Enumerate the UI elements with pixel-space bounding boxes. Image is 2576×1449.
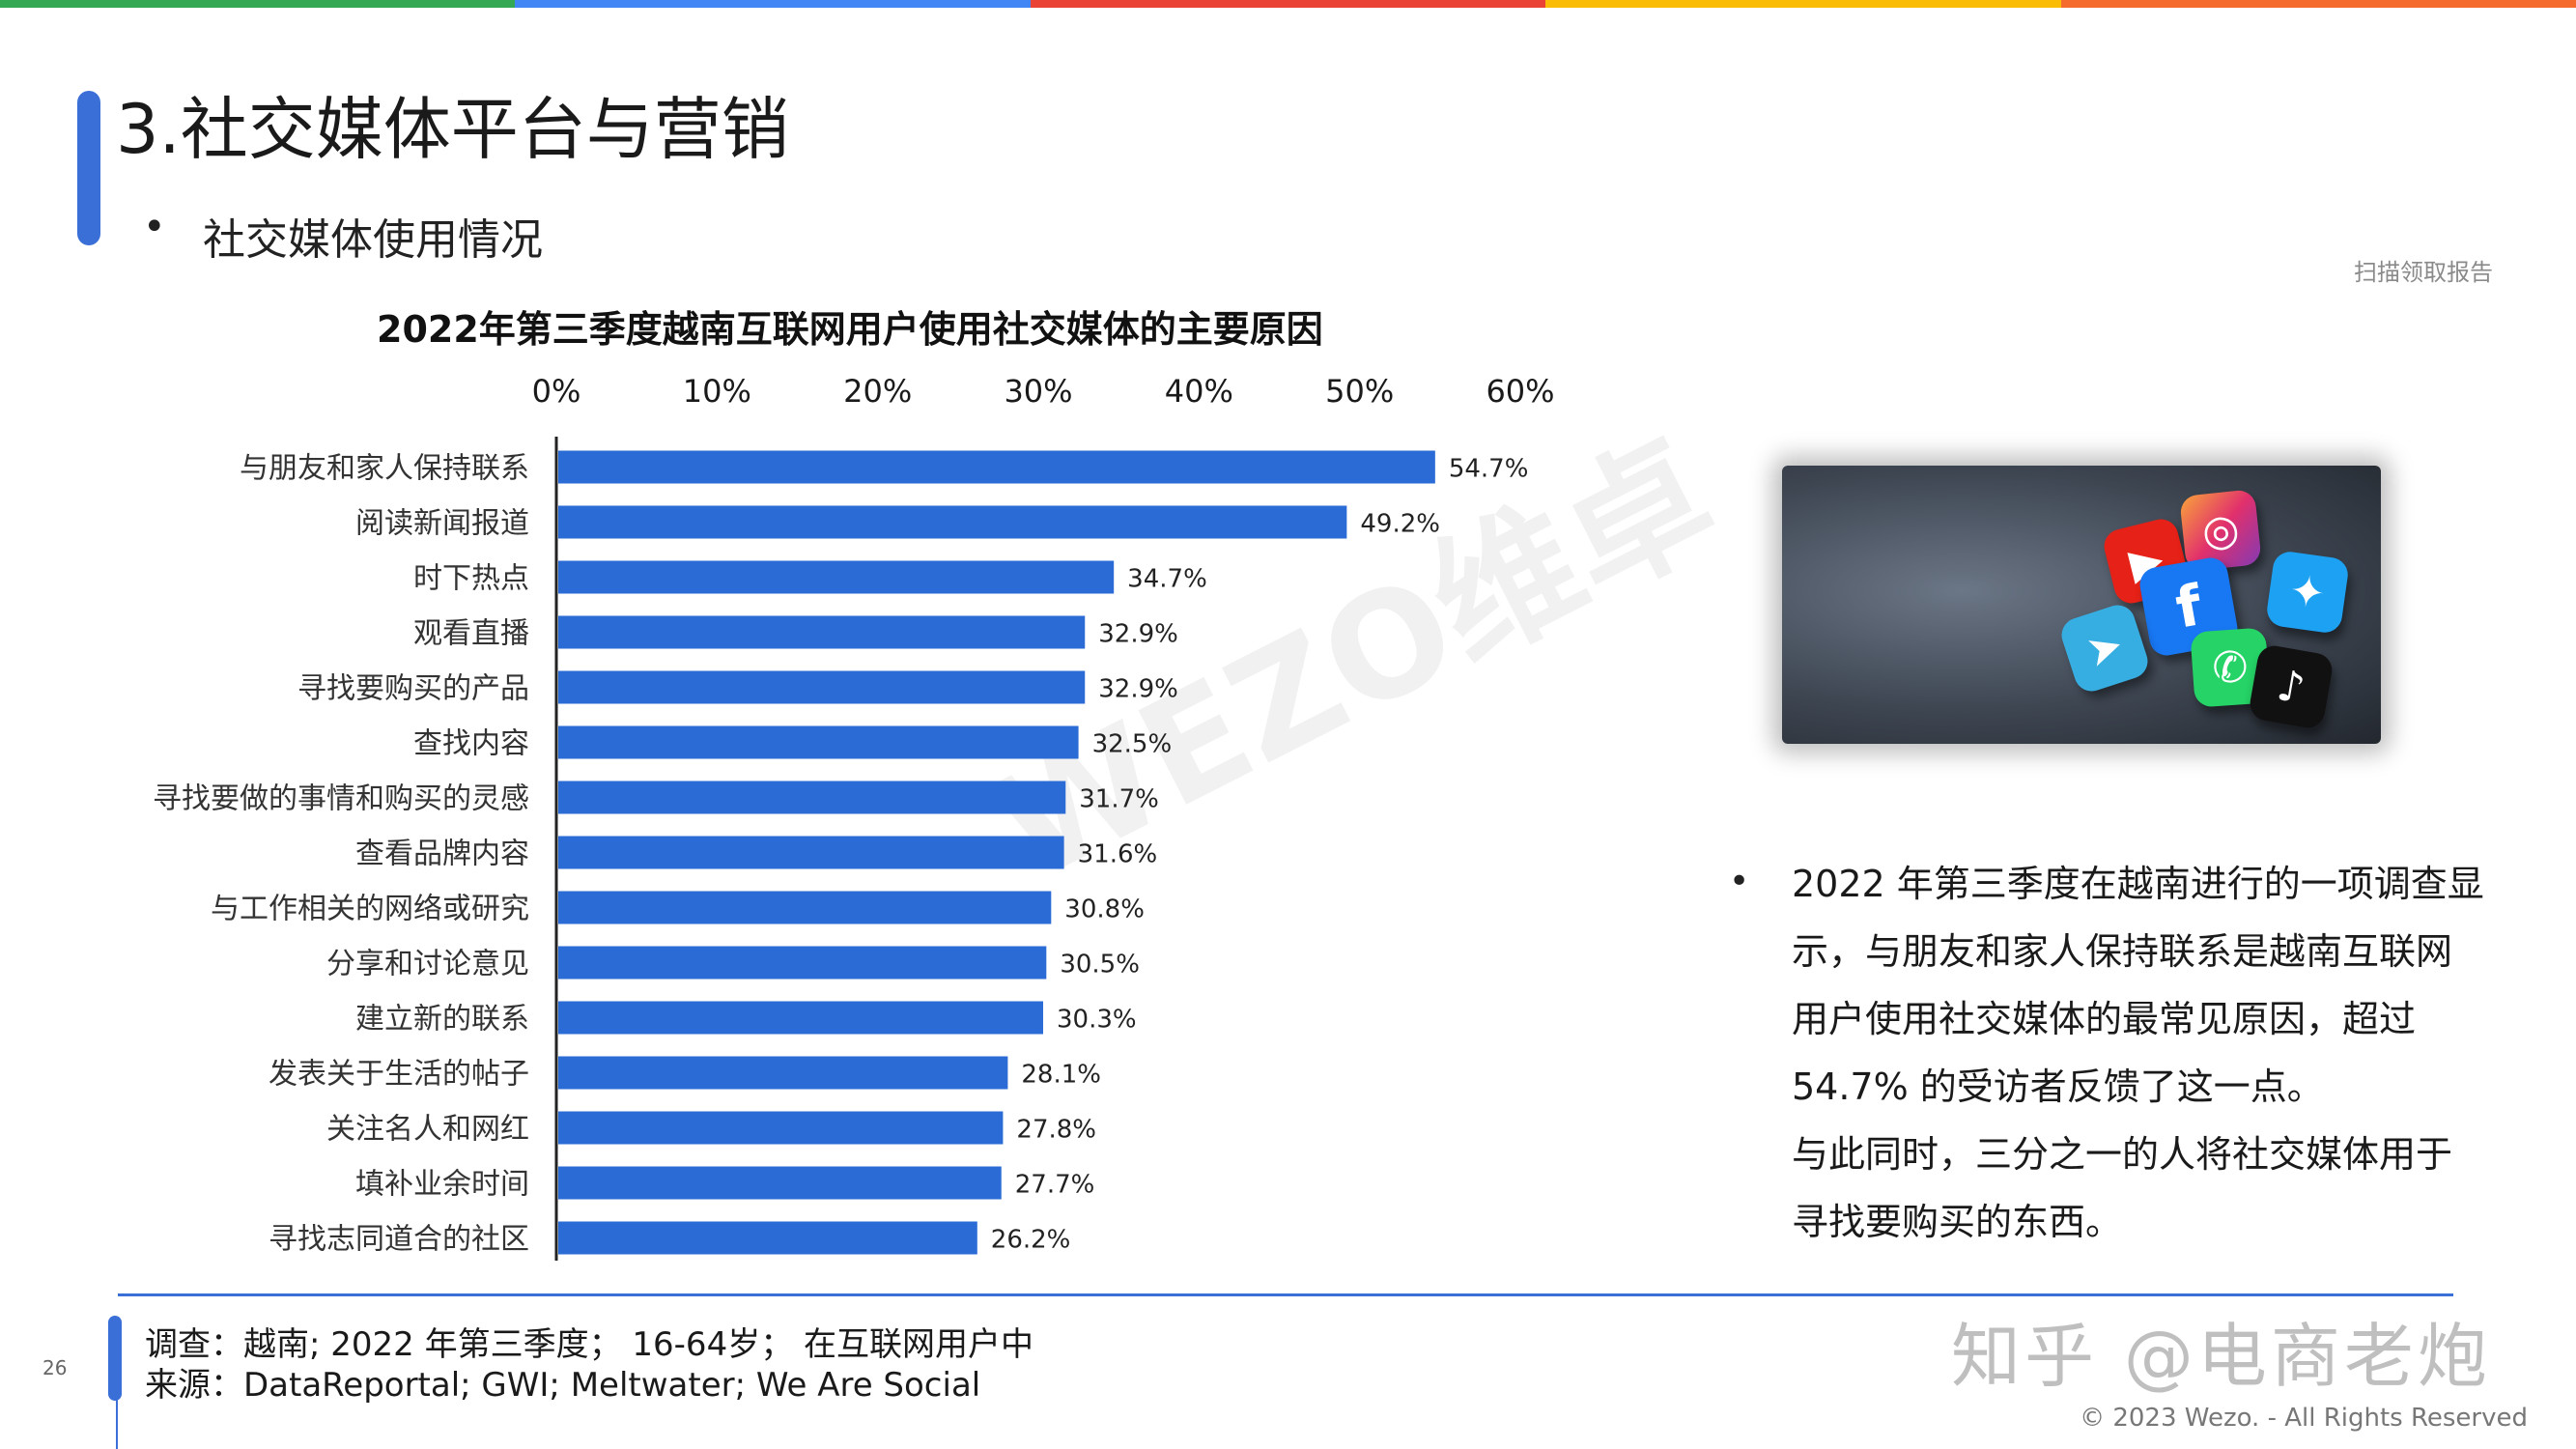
footer-divider xyxy=(118,1293,2453,1296)
bar-value-label: 27.8% xyxy=(1016,1116,1096,1145)
bar-value-label: 26.2% xyxy=(991,1226,1071,1255)
chart-title: 2022年第三季度越南互联网用户使用社交媒体的主要原因 xyxy=(377,308,1323,351)
category-label: 与朋友和家人保持联系 xyxy=(240,452,529,486)
bar-value-label: 34.7% xyxy=(1127,565,1207,594)
top-color-bar xyxy=(0,0,2576,8)
bar-value-label: 31.6% xyxy=(1078,840,1158,869)
page-number: 26 xyxy=(42,1356,68,1379)
bar xyxy=(558,560,1115,594)
bar-value-label: 30.5% xyxy=(1060,951,1140,980)
category-label: 建立新的联系 xyxy=(355,1003,529,1037)
bar-value-label: 27.7% xyxy=(1015,1171,1095,1200)
bar-value-label: 28.1% xyxy=(1021,1061,1101,1090)
x-tick-label: 0% xyxy=(532,373,581,410)
page-title: 3.社交媒体平台与营销 xyxy=(116,90,789,169)
x-tick-label: 30% xyxy=(1004,373,1072,410)
bar-value-label: 31.7% xyxy=(1079,785,1159,814)
top-bar-segment xyxy=(515,0,1031,8)
bullet-icon: • xyxy=(143,205,166,249)
bar xyxy=(558,1166,1002,1200)
tiktok-icon: ♪ xyxy=(2247,642,2335,731)
bar-value-label: 49.2% xyxy=(1360,510,1440,539)
top-bar-segment xyxy=(0,0,516,8)
bar xyxy=(558,1001,1043,1035)
category-label: 发表关于生活的帖子 xyxy=(269,1058,529,1092)
bar xyxy=(558,946,1047,980)
survey-note: 调查：越南; 2022 年第三季度； 16-64岁； 在互联网用户中 xyxy=(145,1325,1034,1364)
bar-value-label: 32.9% xyxy=(1098,675,1178,704)
category-label: 寻找志同道合的社区 xyxy=(269,1223,529,1257)
top-bar-segment xyxy=(1030,0,1546,8)
twitter-icon: ✦ xyxy=(2264,549,2351,636)
x-tick-label: 40% xyxy=(1165,373,1233,410)
x-tick-label: 10% xyxy=(683,373,751,410)
description-paragraph-2: 与此同时，三分之一的人将社交媒体用于寻找要购买的东西。 xyxy=(1792,1133,2453,1243)
title-accent-bar xyxy=(77,91,100,245)
x-tick-label: 50% xyxy=(1325,373,1394,410)
bar xyxy=(558,670,1086,704)
x-tick-label: 60% xyxy=(1486,373,1554,410)
footer-accent-bar xyxy=(108,1316,122,1401)
category-label: 阅读新闻报道 xyxy=(355,507,529,541)
bar xyxy=(558,725,1079,759)
bar-value-label: 32.5% xyxy=(1092,730,1173,759)
telegram-icon: ➤ xyxy=(2056,600,2153,696)
section-subtitle: 社交媒体使用情况 xyxy=(203,215,543,265)
bar xyxy=(558,891,1052,924)
copyright: © 2023 Wezo. - All Rights Reserved xyxy=(2080,1404,2528,1433)
category-label: 填补业余时间 xyxy=(355,1168,529,1202)
zhihu-watermark: 知乎 @电商老炮 xyxy=(1951,1316,2491,1397)
category-label: 查找内容 xyxy=(413,727,529,761)
category-label: 分享和讨论意见 xyxy=(326,948,529,981)
bullet-icon: • xyxy=(1729,862,1750,901)
footer-accent-line xyxy=(116,1372,118,1449)
bar xyxy=(558,1221,977,1255)
category-label: 与工作相关的网络或研究 xyxy=(211,893,529,926)
bar-value-label: 54.7% xyxy=(1449,455,1529,484)
bar-value-label: 32.9% xyxy=(1098,620,1178,649)
top-bar-segment xyxy=(2060,0,2576,8)
bar-value-label: 30.8% xyxy=(1064,895,1145,924)
bar xyxy=(558,450,1435,484)
bar xyxy=(558,615,1086,649)
bar xyxy=(558,1111,1004,1145)
bar xyxy=(558,781,1066,814)
bar xyxy=(558,836,1064,869)
top-bar-segment xyxy=(1545,0,2061,8)
x-tick-label: 20% xyxy=(843,373,912,410)
bar xyxy=(558,505,1347,539)
bar-value-label: 30.3% xyxy=(1057,1006,1137,1035)
instagram-icon: ◎ xyxy=(2179,489,2262,572)
category-label: 时下热点 xyxy=(413,562,529,596)
category-label: 查看品牌内容 xyxy=(355,838,529,871)
source-note: 来源：DataReportal; GWI; Meltwater; We Are … xyxy=(145,1366,981,1405)
category-label: 观看直播 xyxy=(413,617,529,651)
social-media-apps-image: ▶ ◎ f ✦ ➤ ✆ ♪ xyxy=(1782,466,2381,744)
description-text: 2022 年第三季度在越南进行的一项调查显示，与朋友和家人保持联系是越南互联网用… xyxy=(1792,850,2487,1256)
description-paragraph-1: 2022 年第三季度在越南进行的一项调查显示，与朋友和家人保持联系是越南互联网用… xyxy=(1792,863,2484,1108)
category-label: 寻找要购买的产品 xyxy=(297,672,529,706)
bar xyxy=(558,1056,1008,1090)
category-label: 寻找要做的事情和购买的灵感 xyxy=(153,782,529,816)
category-label: 关注名人和网红 xyxy=(326,1113,529,1147)
scan-report-tag[interactable]: 扫描领取报告 xyxy=(2354,259,2493,286)
bar-chart: 0% 10% 20% 30% 40% 50% 60% 与朋友和家人保持联系 54.7% 阅读新闻报… xyxy=(153,373,1555,1261)
